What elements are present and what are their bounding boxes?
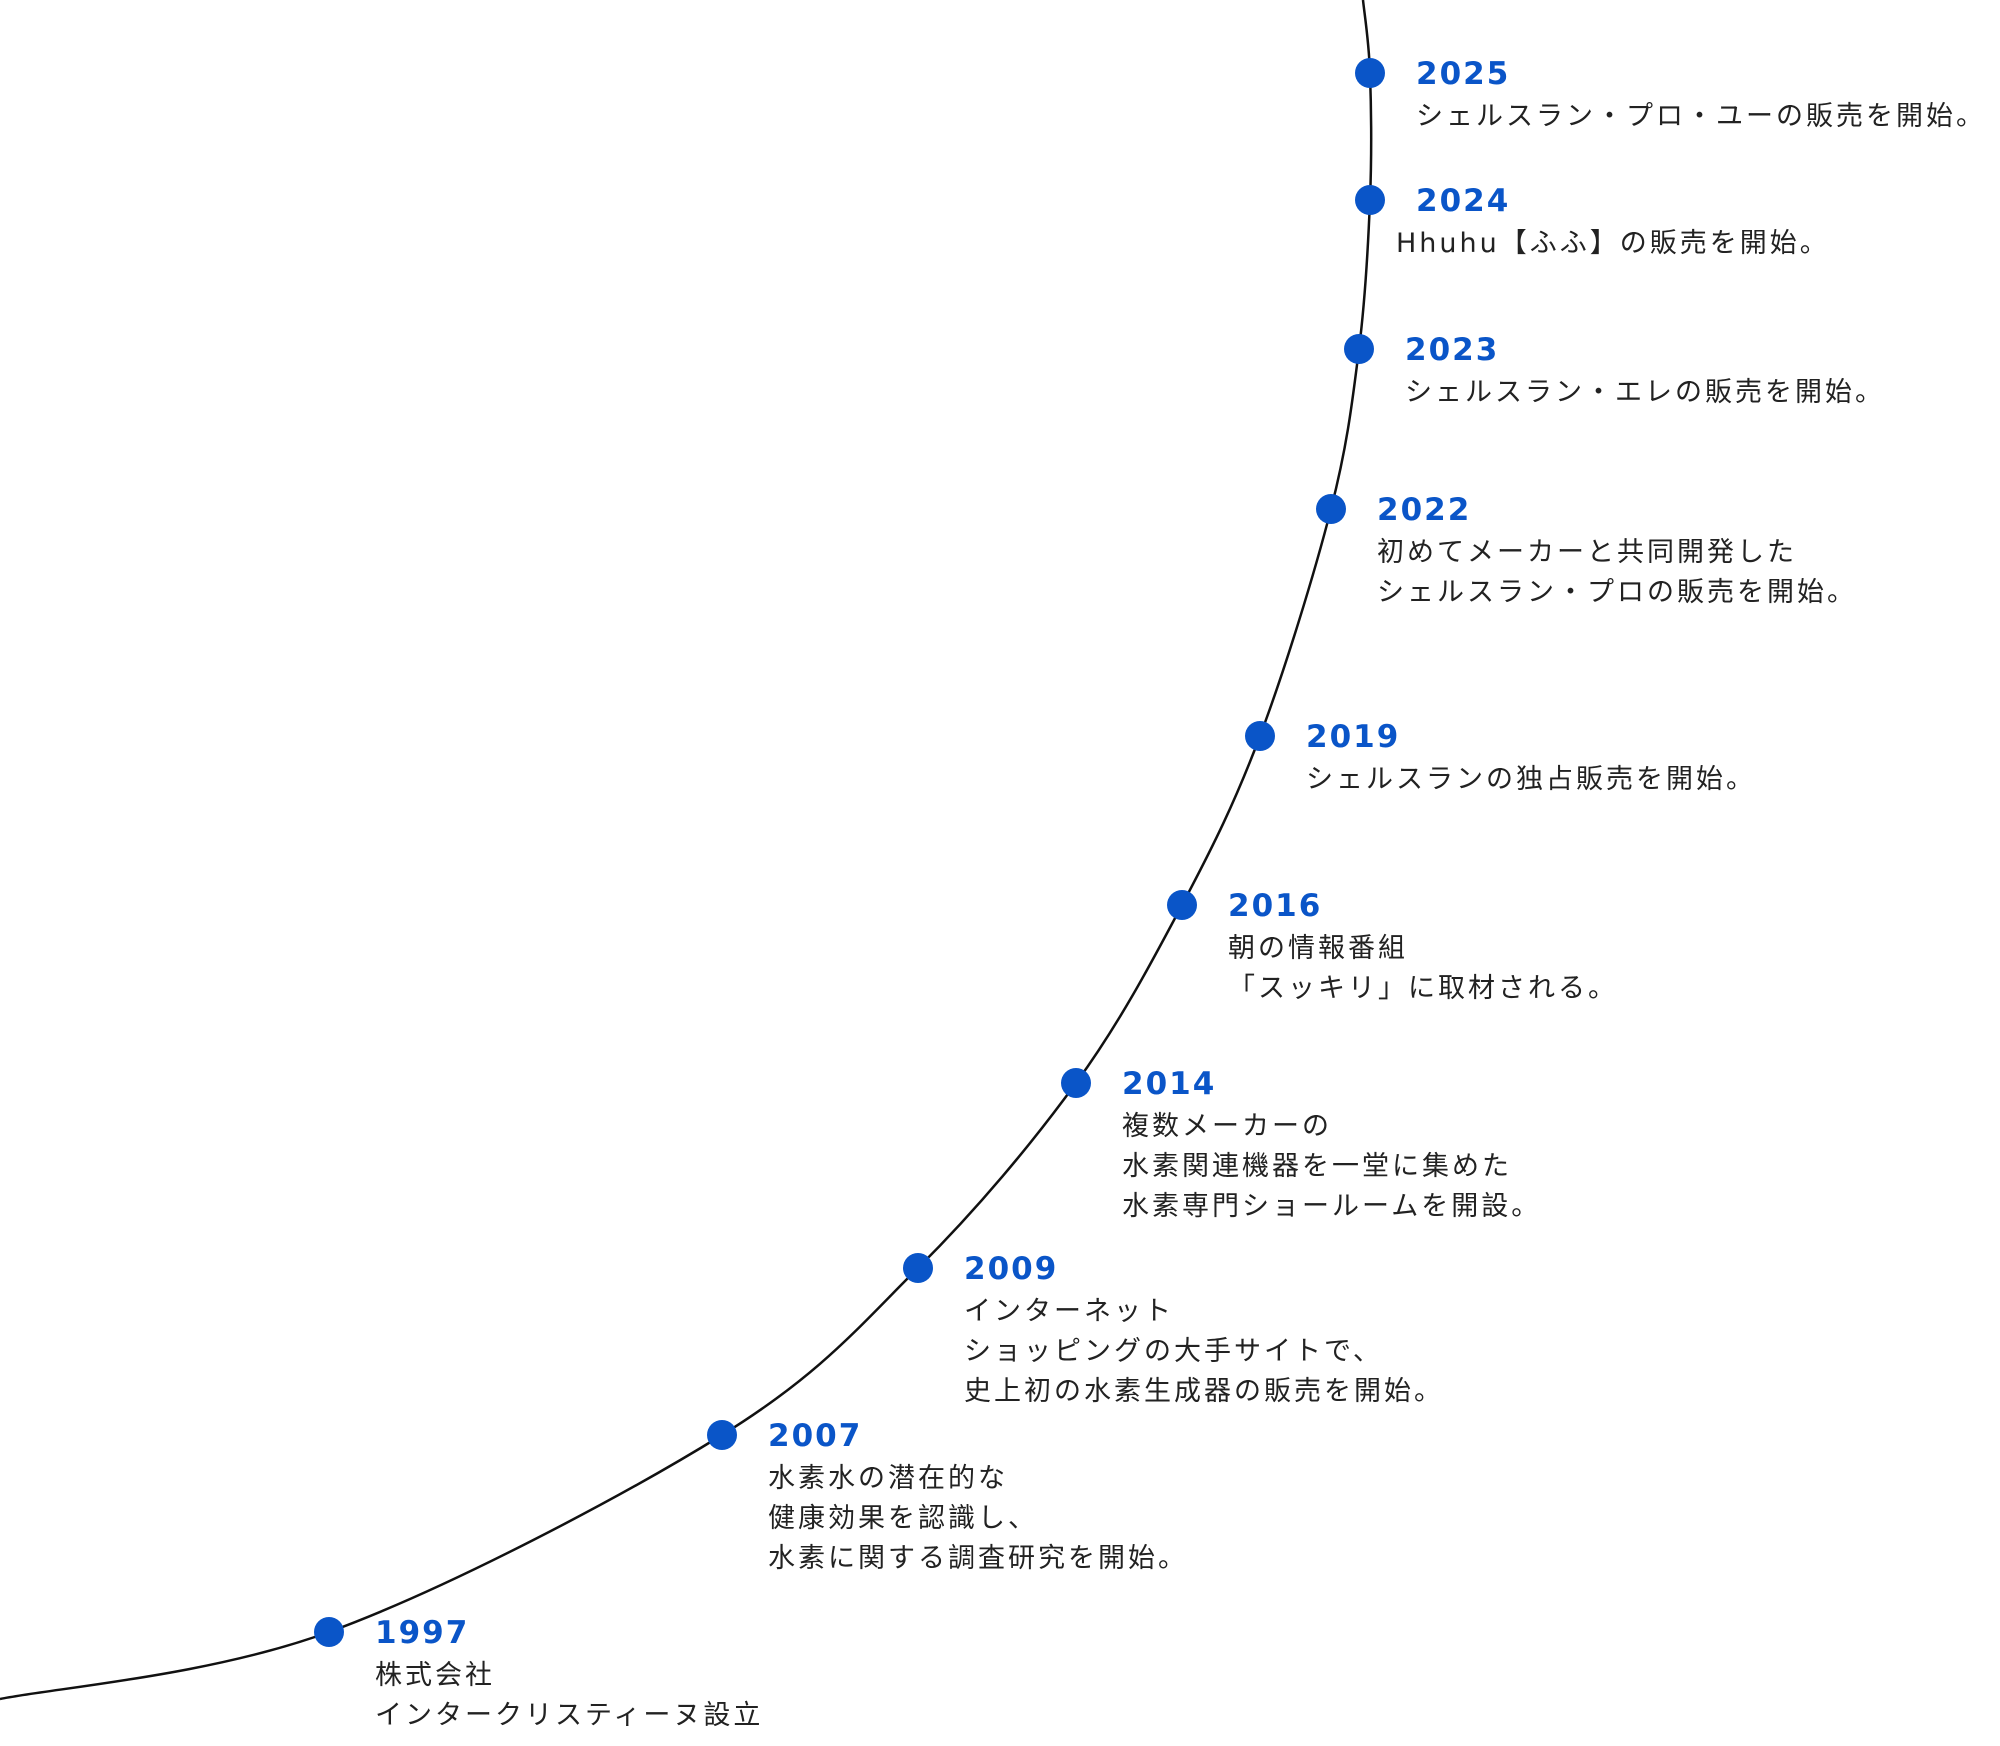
description: 「スッキリ」に取材される。: [1228, 973, 1618, 1004]
timeline-curve: [0, 0, 1373, 1701]
year: 2016: [1228, 888, 1322, 924]
description: シェルスラン・エレの販売を開始。: [1405, 377, 1885, 408]
year: 2023: [1405, 332, 1499, 368]
description: 水素水の潜在的な: [768, 1463, 1008, 1494]
description: ショッピングの大手サイトで、: [964, 1336, 1383, 1367]
description: インタークリスティーヌ設立: [375, 1700, 763, 1731]
year: 2014: [1122, 1066, 1216, 1102]
description: 水素に関する調査研究を開始。: [768, 1543, 1188, 1574]
description: 健康効果を認識し、: [768, 1503, 1038, 1534]
description: 水素関連機器を一堂に集めた: [1122, 1151, 1512, 1182]
description: インターネット: [964, 1296, 1174, 1327]
timeline-dot: [314, 1617, 344, 1647]
timeline-dot: [1245, 721, 1275, 751]
description: 株式会社: [375, 1660, 495, 1691]
year: 2009: [964, 1251, 1058, 1287]
description: シェルスランの独占販売を開始。: [1306, 764, 1756, 795]
timeline-dot: [1316, 494, 1346, 524]
timeline-dot: [1061, 1068, 1091, 1098]
year: 2025: [1416, 56, 1510, 92]
timeline-dot: [707, 1420, 737, 1450]
description: 複数メーカーの: [1122, 1111, 1332, 1142]
timeline-dot: [1167, 890, 1197, 920]
year: 2019: [1306, 719, 1400, 755]
description: 水素専門ショールームを開設。: [1122, 1191, 1541, 1222]
description: 史上初の水素生成器の販売を開始。: [964, 1376, 1444, 1407]
description: Hhuhu【ふふ】の販売を開始。: [1396, 228, 1830, 259]
year: 1997: [375, 1615, 469, 1651]
description: シェルスラン・プロ・ユーの販売を開始。: [1416, 101, 1986, 132]
year: 2007: [768, 1418, 862, 1454]
description: シェルスラン・プロの販売を開始。: [1377, 577, 1857, 608]
year: 2022: [1377, 492, 1471, 528]
timeline-dot: [1344, 334, 1374, 364]
description: 初めてメーカーと共同開発した: [1377, 537, 1797, 568]
timeline-dot: [903, 1253, 933, 1283]
timeline-dot: [1355, 185, 1385, 215]
description: 朝の情報番組: [1228, 933, 1408, 964]
year: 2024: [1416, 183, 1510, 219]
timeline-dot: [1355, 58, 1385, 88]
